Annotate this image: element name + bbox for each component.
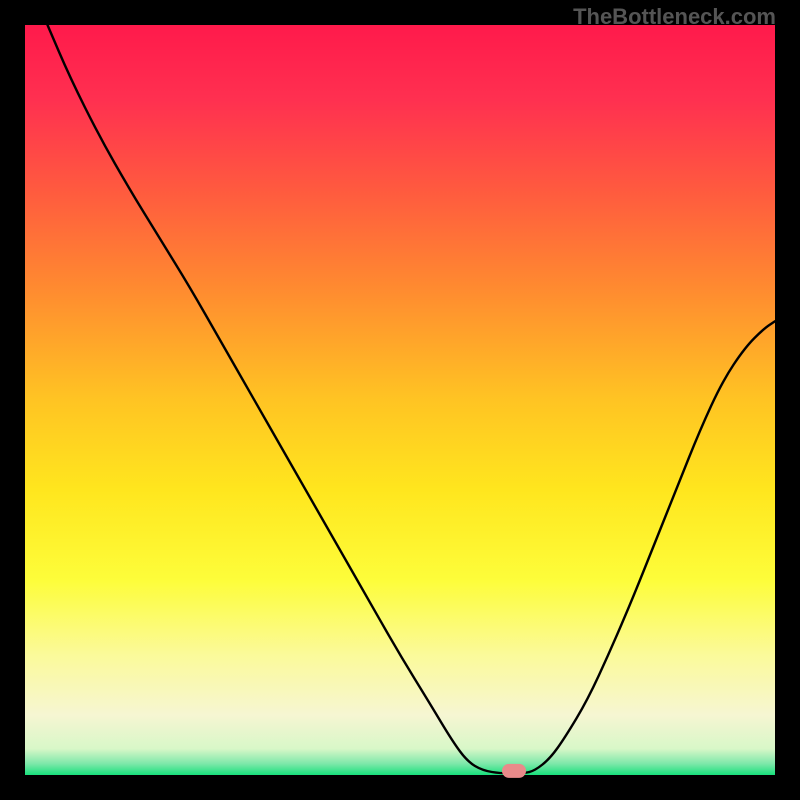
optimal-point-marker (502, 764, 526, 778)
watermark: TheBottleneck.com (573, 4, 776, 30)
chart-stage: TheBottleneck.com (0, 0, 800, 800)
plot-background (25, 25, 775, 775)
bottleneck-chart-svg (0, 0, 800, 800)
